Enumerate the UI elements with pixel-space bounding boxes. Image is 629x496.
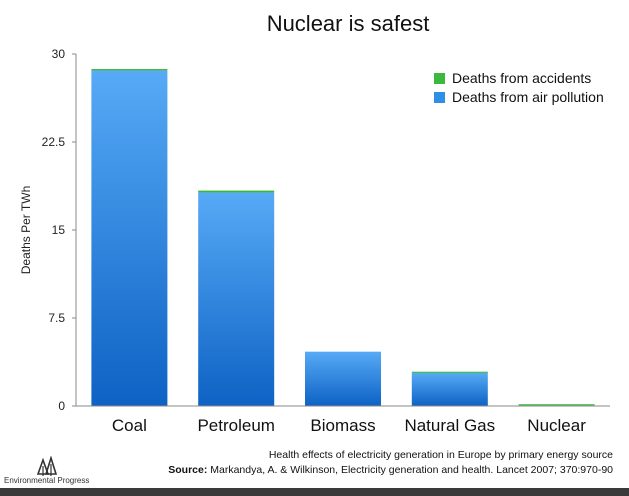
x-tick-label: Natural Gas xyxy=(404,416,495,435)
x-tick-label: Biomass xyxy=(310,416,375,435)
bars-group xyxy=(91,69,595,406)
x-tick-label: Coal xyxy=(112,416,147,435)
y-tick-label: 15 xyxy=(52,223,66,237)
legend-swatch-accidents xyxy=(434,73,445,84)
bar-air-pollution xyxy=(411,372,488,406)
legend-label-air-pollution: Deaths from air pollution xyxy=(452,89,604,105)
bar-accidents xyxy=(518,404,595,406)
caption-description: Health effects of electricity generation… xyxy=(268,449,613,461)
bar-accidents xyxy=(411,371,488,373)
bar-air-pollution xyxy=(305,351,381,406)
y-axis-ticks: 0 7.5 15 22.5 30 xyxy=(42,47,76,413)
y-tick-label: 22.5 xyxy=(42,135,66,149)
bottom-rule xyxy=(0,488,629,496)
x-tick-label: Nuclear xyxy=(527,416,586,435)
y-axis-label: Deaths Per TWh xyxy=(19,186,33,274)
chart-title: Nuclear is safest xyxy=(267,11,430,36)
y-tick-label: 7.5 xyxy=(48,311,65,325)
y-tick-label: 0 xyxy=(58,399,65,413)
trees-icon xyxy=(36,456,58,476)
logo: Environmental Progress xyxy=(4,456,94,486)
legend-label-accidents: Deaths from accidents xyxy=(452,70,591,86)
legend: Deaths from accidents Deaths from air po… xyxy=(434,70,604,105)
bar-air-pollution xyxy=(91,70,168,406)
bar-accidents xyxy=(198,190,275,193)
caption-source: Source: Markandya, A. & Wilkinson, Elect… xyxy=(93,463,613,478)
y-tick-label: 30 xyxy=(52,47,66,61)
x-tick-label: Petroleum xyxy=(197,416,274,435)
logo-text: Environmental Progress xyxy=(4,476,90,485)
x-axis-labels: Coal Petroleum Biomass Natural Gas Nuclear xyxy=(112,416,586,435)
legend-swatch-air-pollution xyxy=(434,92,445,103)
bar-accidents xyxy=(91,69,168,71)
caption-source-text: Markandya, A. & Wilkinson, Electricity g… xyxy=(210,464,613,476)
chart-caption: Health effects of electricity generation… xyxy=(93,448,613,478)
caption-source-label: Source: xyxy=(168,464,208,476)
bar-air-pollution xyxy=(198,192,275,406)
